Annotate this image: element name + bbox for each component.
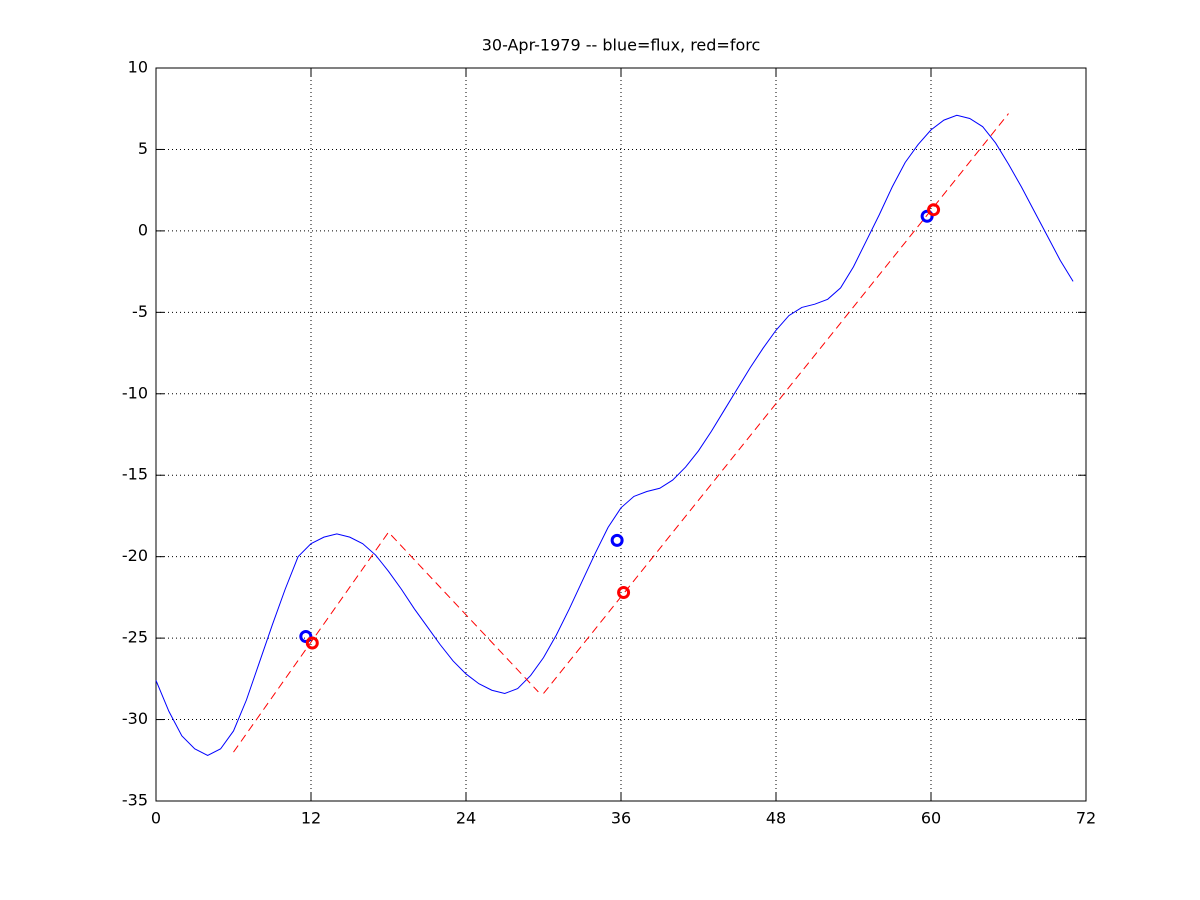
y-tick-label: 10 (128, 58, 148, 77)
y-tick-label: -25 (122, 628, 148, 647)
y-tick-label: -30 (122, 709, 148, 728)
y-tick-label: -5 (132, 302, 148, 321)
chart-title: 30-Apr-1979 -- blue=flux, red=forc (482, 36, 761, 55)
marker (299, 629, 313, 643)
x-tick-label: 36 (611, 809, 631, 828)
y-tick-label: -10 (122, 383, 148, 402)
x-tick-label: 24 (456, 809, 476, 828)
marker (920, 209, 934, 223)
marker (305, 636, 319, 650)
series-line (155, 114, 1074, 756)
x-tick-label: 60 (921, 809, 941, 828)
marker (610, 533, 624, 547)
x-tick-label: 72 (1076, 809, 1096, 828)
y-tick-label: -15 (122, 465, 148, 484)
marker (617, 586, 631, 600)
plot-frame (155, 67, 1087, 802)
marker (927, 203, 941, 217)
x-tick-label: 0 (151, 809, 161, 828)
x-tick-label: 48 (766, 809, 786, 828)
y-tick-label: -20 (122, 546, 148, 565)
y-tick-label: 5 (138, 139, 148, 158)
y-tick-label: 0 (138, 220, 148, 239)
x-tick-label: 12 (301, 809, 321, 828)
y-tick-label: -35 (122, 791, 148, 810)
